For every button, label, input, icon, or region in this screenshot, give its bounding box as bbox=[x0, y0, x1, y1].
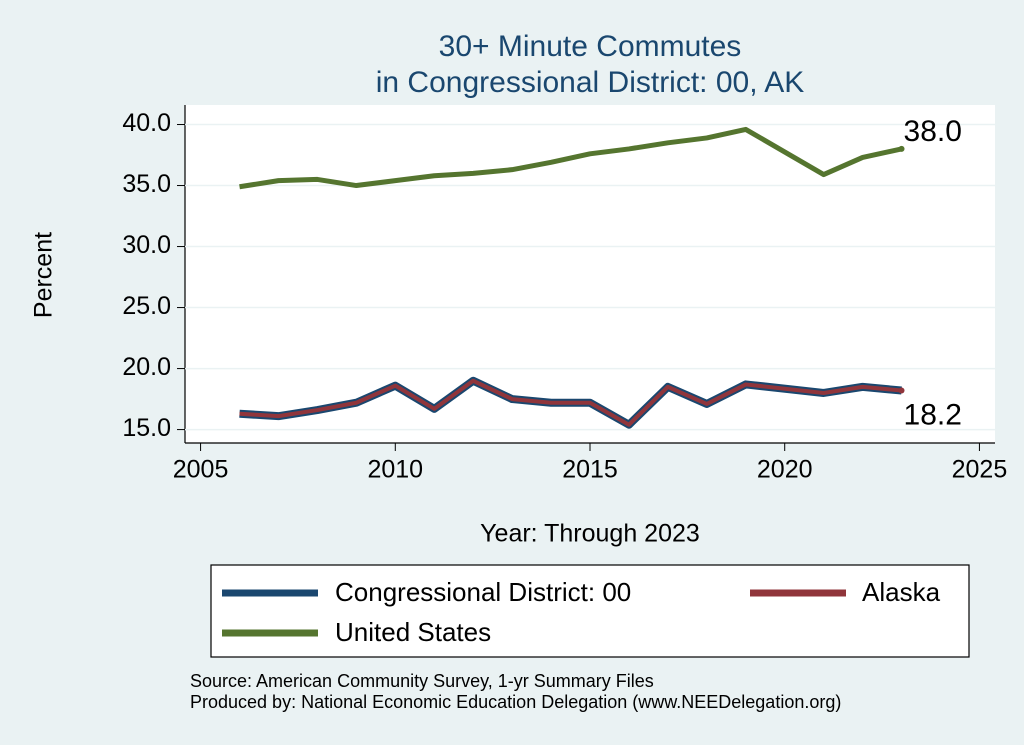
x-tick-label: 2015 bbox=[562, 456, 618, 484]
y-tick-label: 25.0 bbox=[122, 292, 171, 320]
x-tick-label: 2010 bbox=[367, 456, 423, 484]
y-tick-label: 20.0 bbox=[122, 353, 171, 381]
x-tick-label: 2005 bbox=[173, 456, 229, 484]
chart-title: in Congressional District: 00, AK bbox=[376, 66, 805, 99]
end-point bbox=[898, 387, 905, 394]
value-label: 38.0 bbox=[904, 115, 962, 148]
y-tick-label: 30.0 bbox=[122, 231, 171, 259]
x-tick-label: 2020 bbox=[757, 456, 813, 484]
legend-label: Congressional District: 00 bbox=[335, 577, 631, 607]
legend-label: Alaska bbox=[862, 577, 941, 607]
y-tick-label: 15.0 bbox=[122, 414, 171, 442]
y-axis-title: Percent bbox=[30, 232, 58, 318]
chart-title: 30+ Minute Commutes bbox=[439, 30, 742, 63]
series-line bbox=[239, 126, 903, 190]
legend-label: United States bbox=[335, 617, 491, 647]
x-tick-label: 2025 bbox=[952, 456, 1008, 484]
source-note: Source: American Community Survey, 1-yr … bbox=[190, 671, 654, 691]
y-tick-label: 35.0 bbox=[122, 170, 171, 198]
series-line bbox=[239, 378, 902, 427]
value-label: 18.2 bbox=[904, 398, 962, 431]
x-axis-title: Year: Through 2023 bbox=[480, 520, 700, 548]
legend bbox=[210, 564, 970, 658]
y-tick-label: 40.0 bbox=[122, 109, 171, 137]
source-note: Produced by: National Economic Education… bbox=[190, 692, 841, 712]
end-point bbox=[898, 145, 905, 152]
